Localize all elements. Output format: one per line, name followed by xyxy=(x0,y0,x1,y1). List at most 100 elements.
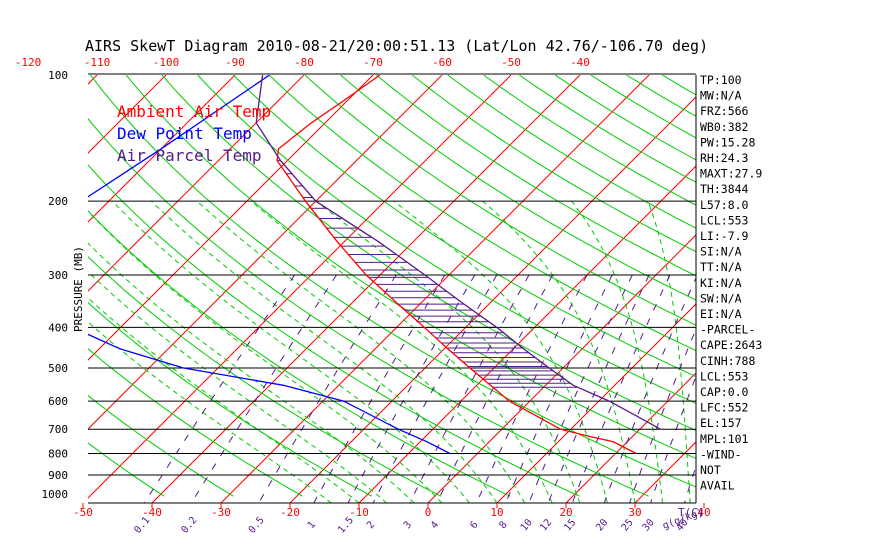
moist-adiabat-line xyxy=(482,200,636,503)
mixing-ratio-line xyxy=(258,274,397,503)
dry-adiabat-line xyxy=(268,75,696,352)
moist-adiabat-line xyxy=(88,271,387,503)
isotherm-line xyxy=(773,75,870,503)
bottom-temp-tick-label: -10 xyxy=(349,506,369,519)
dry-adiabat-line xyxy=(376,75,696,277)
mixing-ratio-label: 8 xyxy=(498,520,510,532)
isotherm-line xyxy=(88,75,167,154)
bottom-temp-tick-label: -20 xyxy=(280,506,300,519)
top-temp-tick-label: -80 xyxy=(294,56,314,69)
mixing-ratio-label: 6 xyxy=(468,520,480,532)
ambient-temp-line xyxy=(276,75,637,455)
dry-adiabat-line xyxy=(88,164,580,497)
index-label: EI:N/A xyxy=(700,307,742,321)
index-label: LCL:553 xyxy=(700,369,749,383)
dewpoint-temp-line xyxy=(88,75,451,455)
mixing-ratio-line xyxy=(143,274,296,503)
mixing-ratio-label: 2 xyxy=(365,520,377,532)
dry-adiabat-line xyxy=(233,75,696,378)
index-label: MPL:101 xyxy=(700,432,749,446)
mixing-ratio-line xyxy=(505,274,613,503)
parcel-temp-line xyxy=(255,75,661,430)
isotherm-line xyxy=(88,75,512,499)
pressure-tick-label: 500 xyxy=(48,362,68,375)
index-label: FRZ:566 xyxy=(700,104,749,118)
cape-hatching xyxy=(277,160,578,388)
mixing-ratio-line xyxy=(436,274,554,503)
index-label: AVAIL xyxy=(700,479,735,493)
isotherm-line xyxy=(88,75,443,430)
pressure-tick-label: 400 xyxy=(48,321,68,334)
isotherm-line xyxy=(88,75,374,361)
pressure-tick-label: 600 xyxy=(48,395,68,408)
mixing-ratio-line xyxy=(372,274,498,503)
top-temp-tick-label: -40 xyxy=(570,56,590,69)
mixing-ratio-label: 0.5 xyxy=(247,515,267,536)
isotherm-line xyxy=(88,75,305,292)
x-axis-label: T(C) xyxy=(678,506,705,519)
top-temp-tick-label: -120 xyxy=(15,56,42,69)
dry-adiabat-line xyxy=(197,75,696,404)
mixing-ratio-label: 30 xyxy=(641,517,657,533)
mixing-ratio-line xyxy=(190,274,337,503)
moist-adiabat-line xyxy=(250,200,553,503)
index-label: TH:3844 xyxy=(700,182,749,196)
isotherm-line xyxy=(289,96,696,503)
legend-entry: Ambient Air Temp xyxy=(117,102,271,121)
index-label: TP:100 xyxy=(700,73,742,87)
bottom-temp-tick-label: 20 xyxy=(559,506,572,519)
top-temp-tick-label: -110 xyxy=(84,56,111,69)
dry-adiabat-line xyxy=(304,75,696,326)
index-label: LI:-7.9 xyxy=(700,229,749,243)
index-label: RH:24.3 xyxy=(700,151,749,165)
top-temp-tick-label: -50 xyxy=(501,56,521,69)
isotherm-line xyxy=(496,303,696,503)
dry-adiabat-line xyxy=(554,75,696,161)
bottom-temp-tick-label: 0 xyxy=(425,506,432,519)
moist-adiabat-line xyxy=(112,200,470,503)
index-label: LCL:553 xyxy=(700,213,749,227)
index-label: SW:N/A xyxy=(700,291,742,305)
index-label: PW:15.28 xyxy=(700,135,755,149)
dry-adiabat-line xyxy=(88,256,442,497)
index-label: -WIND- xyxy=(700,447,742,461)
mixing-ratio-line xyxy=(313,274,446,503)
index-label: MAXT:27.9 xyxy=(700,167,762,181)
index-label: WB0:382 xyxy=(700,120,748,134)
isotherm-line xyxy=(151,75,581,503)
mixing-ratio-label: 3 xyxy=(402,520,414,532)
dry-adiabat-line xyxy=(88,117,649,497)
mixing-ratio-line xyxy=(603,276,696,503)
index-label: EL:157 xyxy=(700,416,742,430)
pressure-tick-label: 200 xyxy=(48,195,68,208)
dry-adiabat-line xyxy=(125,75,696,459)
mixing-ratio-label: 15 xyxy=(562,517,578,533)
isotherm-line xyxy=(842,75,870,503)
pressure-tick-label: 800 xyxy=(48,448,68,461)
mixing-ratio-label: 10 xyxy=(519,517,535,533)
index-label: -PARCEL- xyxy=(700,323,755,337)
mixing-ratio-line xyxy=(476,274,588,503)
moist-adiabat-line xyxy=(647,201,691,503)
index-label: NOT xyxy=(700,463,721,477)
dry-adiabat-line xyxy=(662,75,696,96)
index-label: L57:8.0 xyxy=(700,198,749,212)
isobar-lines xyxy=(88,200,696,476)
legend-entry: Air Parcel Temp xyxy=(117,146,262,165)
dry-adiabat-line xyxy=(88,348,303,497)
dry-adiabat-line xyxy=(447,75,696,229)
mixing-ratio-label: 0.2 xyxy=(179,515,199,536)
legend-entry: Dew Point Temp xyxy=(117,124,252,143)
top-temp-tick-label: -90 xyxy=(225,56,245,69)
mixing-ratio-label: 1 xyxy=(306,520,318,532)
dry-adiabat-line xyxy=(411,75,696,253)
mixing-ratio-line xyxy=(409,274,530,503)
mixing-ratio-label: 20 xyxy=(594,517,610,533)
index-label: MW:N/A xyxy=(700,89,742,103)
index-label: TT:N/A xyxy=(700,260,742,274)
moist-adiabat-line xyxy=(315,200,581,503)
pressure-tick-label: 300 xyxy=(48,269,68,282)
index-label: CINH:788 xyxy=(700,354,755,368)
